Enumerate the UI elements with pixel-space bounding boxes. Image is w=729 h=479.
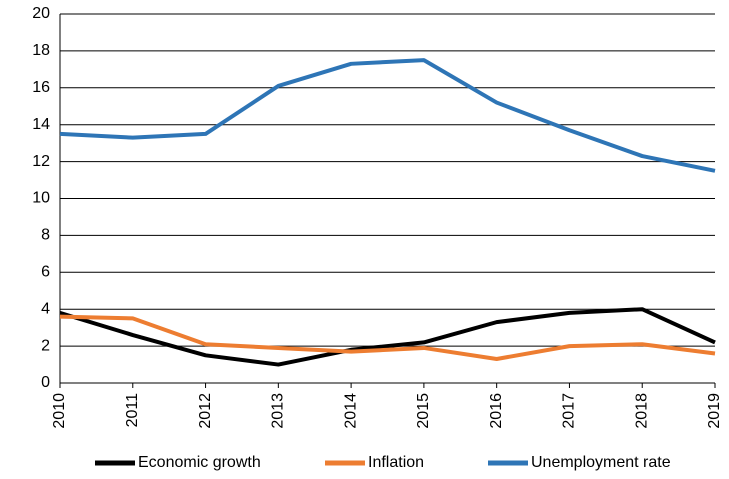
x-tick-label: 2012 — [197, 393, 214, 429]
x-tick-label: 2013 — [270, 393, 287, 429]
x-tick-label: 2010 — [51, 393, 68, 429]
y-tick-label: 12 — [32, 153, 50, 170]
y-tick-label: 18 — [32, 42, 50, 59]
x-tick-label: 2011 — [124, 393, 141, 428]
y-tick-label: 2 — [41, 337, 50, 354]
line-series — [59, 58, 716, 173]
x-tick-label: 2014 — [342, 393, 359, 429]
y-tick-label: 6 — [41, 264, 50, 281]
y-tick-label: 4 — [41, 300, 50, 317]
y-tick-label: 20 — [32, 5, 50, 22]
x-tick-label: 2019 — [706, 393, 723, 429]
y-tick-label: 0 — [41, 374, 50, 391]
y-tick-label: 14 — [32, 116, 50, 133]
x-tick-label: 2018 — [633, 393, 650, 429]
legend-label: Unemployment rate — [531, 454, 671, 471]
line-series — [59, 307, 716, 367]
line-series — [59, 314, 716, 362]
x-tick-label: 2016 — [488, 393, 505, 429]
legend-label: Economic growth — [138, 454, 261, 471]
x-tick-label: 2017 — [561, 393, 578, 429]
y-tick-label: 10 — [32, 190, 50, 207]
y-tick-label: 8 — [41, 227, 50, 244]
y-tick-label: 16 — [32, 79, 50, 96]
legend-label: Inflation — [368, 454, 424, 471]
x-tick-label: 2015 — [415, 393, 432, 429]
